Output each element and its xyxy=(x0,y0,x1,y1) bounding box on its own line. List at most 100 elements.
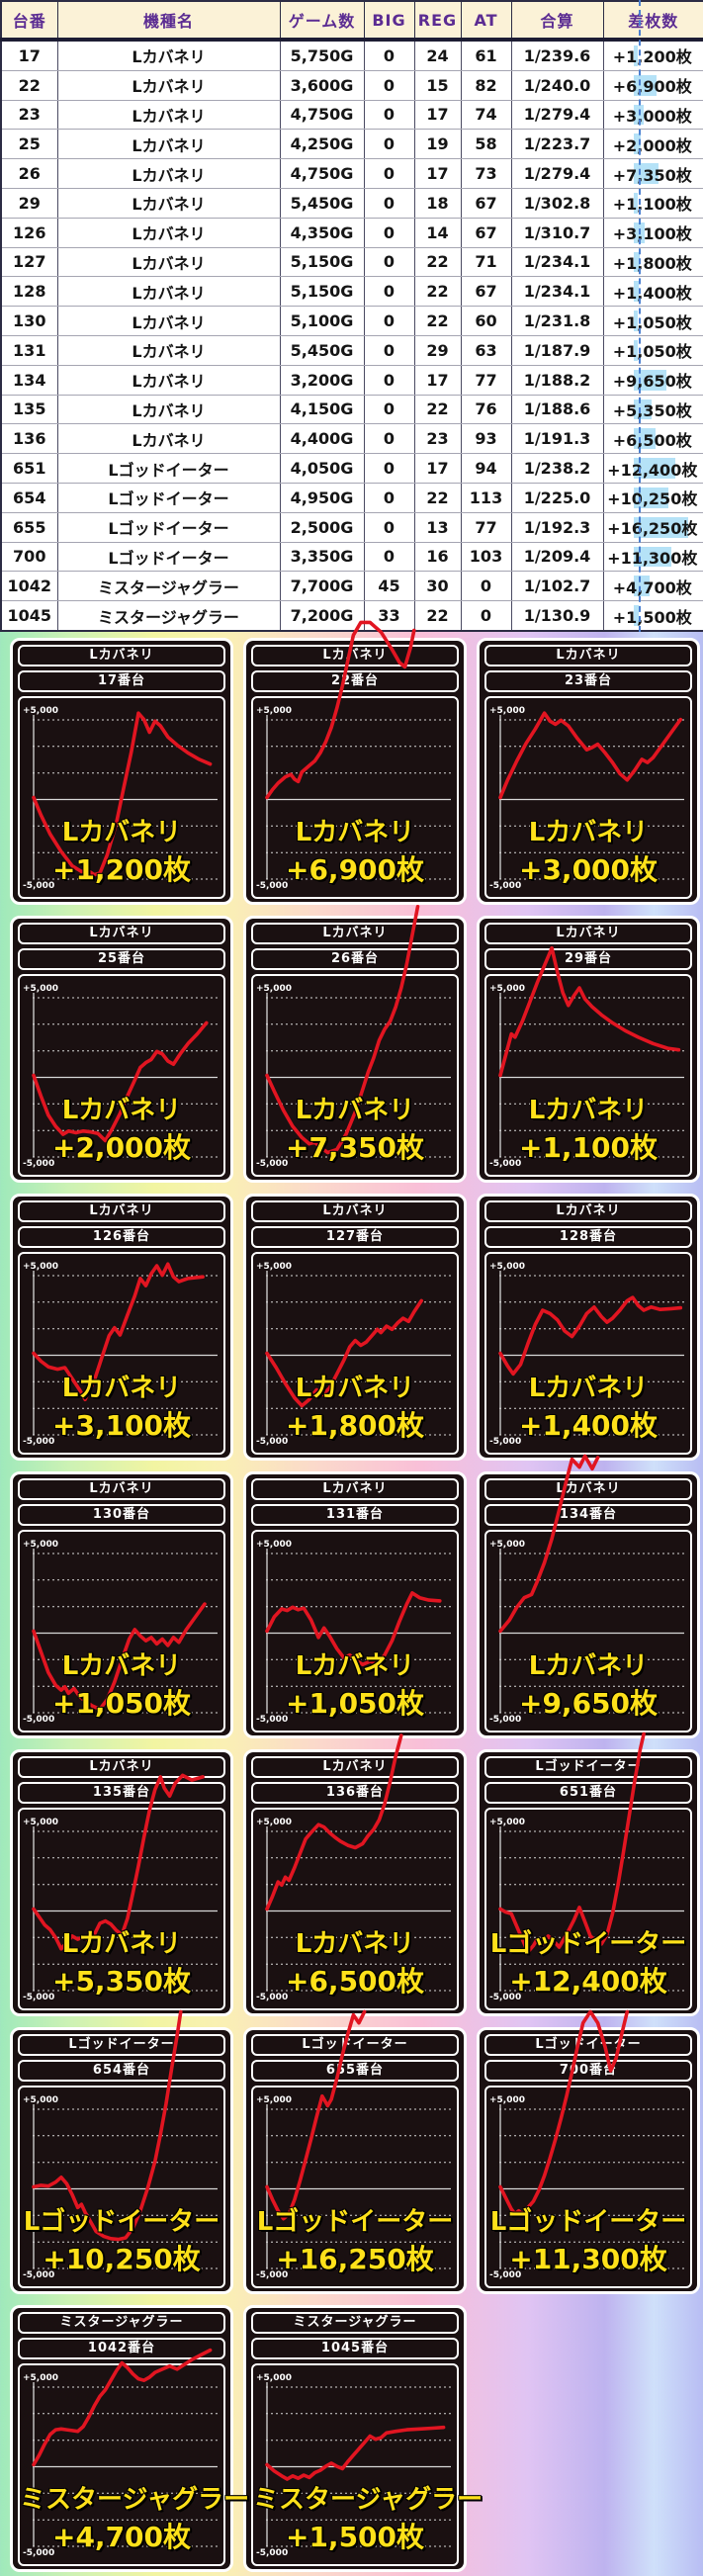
column-header-5: AT xyxy=(460,0,512,42)
slump-graph: +5,000 -5,000 Lカバネリ +1,050枚 xyxy=(18,1529,225,1732)
cell-no: 134 xyxy=(0,364,58,396)
slump-graph: +5,000 -5,000 Lカバネリ +7,350枚 xyxy=(251,973,459,1177)
overlay-diff-value: +3,000枚 xyxy=(518,852,659,886)
machine-name-label: Lゴッドイーター xyxy=(484,2033,692,2056)
machine-name-label: ミスタージャグラー xyxy=(251,2311,459,2334)
overlay-machine-name: Lカバネリ xyxy=(295,1373,415,1403)
cell-diff: +3,000枚 xyxy=(602,99,703,131)
table-row: 1045 ミスタージャグラー 7,200G 33 22 0 1/130.9 +1,500枚 xyxy=(0,600,703,632)
cell-rate: 1/238.2 xyxy=(510,453,604,484)
cell-reg: 17 xyxy=(413,364,462,396)
cell-big: 0 xyxy=(363,394,415,425)
cell-reg: 19 xyxy=(413,129,462,160)
unit-number-label: 25番台 xyxy=(18,947,225,970)
cell-reg: 14 xyxy=(413,217,462,248)
cell-games: 4,250G xyxy=(279,129,365,160)
cell-no: 136 xyxy=(0,423,58,455)
overlay-diff-value: +16,250枚 xyxy=(276,2242,434,2275)
axis-bottom-label: -5,000 xyxy=(23,880,55,891)
axis-top-label: +5,000 xyxy=(23,983,59,994)
machine-chart-card: Lゴッドイーター 700番台 +5,000 -5,000 Lゴッドイーター +1… xyxy=(477,2009,700,2294)
diff-value: +1,800枚 xyxy=(612,253,692,273)
machine-chart-card: Lカバネリ 29番台 +5,000 -5,000 Lカバネリ +1,100枚 xyxy=(477,915,700,1183)
cell-rate: 1/239.6 xyxy=(510,39,604,71)
cell-name: Lゴッドイーター xyxy=(56,541,281,573)
cell-big: 0 xyxy=(363,246,415,278)
cell-at: 60 xyxy=(460,306,512,336)
overlay-machine-name: Lゴッドイーター xyxy=(256,2206,454,2237)
diff-value: +1,200枚 xyxy=(612,47,692,67)
table-row: 655 Lゴッドイーター 2,500G 0 13 77 1/192.3 +16,250枚 xyxy=(0,511,703,543)
axis-bottom-label: -5,000 xyxy=(256,1436,289,1447)
diff-data-bar xyxy=(633,487,668,508)
overlay-machine-name: ミスタージャグラー xyxy=(253,2484,483,2515)
table-row: 135 Lカバネリ 4,150G 0 22 76 1/188.6 +5,350枚 xyxy=(0,394,703,425)
table-row: 651 Lゴッドイーター 4,050G 0 17 94 1/238.2 +12,400枚 xyxy=(0,453,703,484)
unit-number-label: 128番台 xyxy=(484,1225,692,1248)
cell-games: 3,350G xyxy=(279,541,365,573)
cell-name: Lカバネリ xyxy=(56,276,281,308)
cell-at: 0 xyxy=(460,600,512,632)
machine-name-label: Lカバネリ xyxy=(18,922,225,944)
diff-value: +2,000枚 xyxy=(612,135,692,155)
diff-value: +12,400枚 xyxy=(607,460,698,480)
cell-at: 67 xyxy=(460,276,512,308)
cell-diff: +1,400枚 xyxy=(602,276,703,308)
diff-data-bar xyxy=(633,458,675,479)
slump-chart-grid: Lカバネリ 17番台 +5,000 -5,000 Lカバネリ +1,200枚 L… xyxy=(0,620,703,2576)
cell-name: Lゴッドイーター xyxy=(56,453,281,484)
overlay-machine-name: Lカバネリ xyxy=(528,1650,649,1681)
machine-name-label: Lカバネリ xyxy=(18,644,225,666)
slump-graph: +5,000 -5,000 Lカバネリ +6,900枚 xyxy=(251,695,459,899)
overlay-diff-value: +7,350枚 xyxy=(285,1130,425,1164)
cell-name: Lカバネリ xyxy=(56,187,281,219)
cell-diff: +1,100枚 xyxy=(602,187,703,219)
table-row: 130 Lカバネリ 5,100G 0 22 60 1/231.8 +1,050枚 xyxy=(0,306,703,336)
axis-bottom-label: -5,000 xyxy=(23,1158,55,1169)
cell-games: 4,050G xyxy=(279,453,365,484)
cell-games: 3,200G xyxy=(279,364,365,396)
slump-graph: +5,000 -5,000 Lカバネリ +1,100枚 xyxy=(484,973,692,1177)
diff-value: +1,050枚 xyxy=(612,342,692,362)
cell-name: Lゴッドイーター xyxy=(56,511,281,543)
machine-chart-card: ミスタージャグラー 1045番台 +5,000 -5,000 ミスタージャグラー… xyxy=(243,2304,483,2572)
cell-big: 0 xyxy=(363,511,415,543)
diff-value: +3,100枚 xyxy=(612,224,692,244)
axis-top-label: +5,000 xyxy=(23,705,59,716)
machine-name-label: Lカバネリ xyxy=(484,644,692,666)
overlay-machine-name: Lカバネリ xyxy=(295,1650,415,1681)
unit-number-label: 651番台 xyxy=(484,1781,692,1804)
unit-number-label: 126番台 xyxy=(18,1225,225,1248)
cell-big: 0 xyxy=(363,482,415,513)
machine-name-label: Lカバネリ xyxy=(484,922,692,944)
overlay-machine-name: Lカバネリ xyxy=(528,1095,649,1125)
table-body: 17 Lカバネリ 5,750G 0 24 61 1/239.6 +1,200枚 22 Lカバネリ 3… xyxy=(0,39,703,632)
slump-graph: +5,000 -5,000 Lカバネリ +6,500枚 xyxy=(251,1807,459,2010)
cell-big: 0 xyxy=(363,217,415,248)
unit-number-label: 127番台 xyxy=(251,1225,459,1248)
cell-rate: 1/234.1 xyxy=(510,276,604,308)
cell-at: 61 xyxy=(460,39,512,71)
overlay-machine-name: Lカバネリ xyxy=(61,1928,182,1959)
axis-bottom-label: -5,000 xyxy=(489,1714,522,1725)
cell-name: Lカバネリ xyxy=(56,69,281,101)
axis-bottom-label: -5,000 xyxy=(23,1992,55,2002)
cell-no: 26 xyxy=(0,158,58,189)
axis-bottom-label: -5,000 xyxy=(256,1158,289,1169)
diff-value: +16,250枚 xyxy=(607,519,698,539)
slump-graph: +5,000 -5,000 Lカバネリ +5,350枚 xyxy=(18,1807,225,2010)
diff-value: +1,050枚 xyxy=(612,312,692,332)
slump-graph: +5,000 -5,000 Lカバネリ +3,100枚 xyxy=(18,1251,225,1455)
cell-big: 0 xyxy=(363,276,415,308)
axis-bottom-label: -5,000 xyxy=(23,2269,55,2280)
cell-reg: 30 xyxy=(413,571,462,602)
table-row: 17 Lカバネリ 5,750G 0 24 61 1/239.6 +1,200枚 xyxy=(0,39,703,71)
machine-chart-card: Lカバネリ 134番台 +5,000 -5,000 Lカバネリ +9,650枚 xyxy=(477,1454,700,1738)
cell-no: 22 xyxy=(0,69,58,101)
cell-rate: 1/188.6 xyxy=(510,394,604,425)
table-row: 134 Lカバネリ 3,200G 0 17 77 1/188.2 +9,650枚 xyxy=(0,364,703,396)
axis-top-label: +5,000 xyxy=(23,1817,59,1827)
axis-top-label: +5,000 xyxy=(489,705,526,716)
diff-value: +6,500枚 xyxy=(612,430,692,450)
cell-at: 77 xyxy=(460,364,512,396)
